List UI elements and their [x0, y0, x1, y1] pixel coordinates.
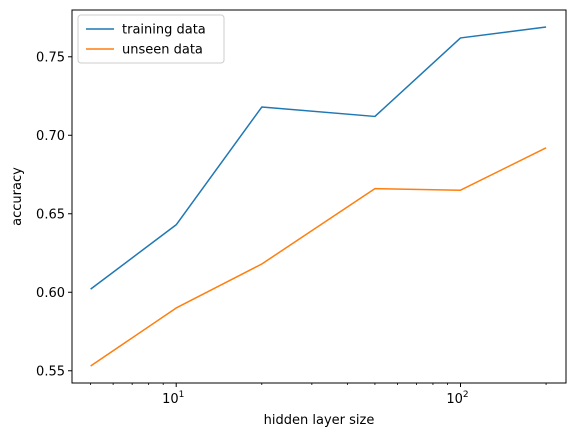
series-line: [90, 147, 547, 367]
y-axis-label: accuracy: [10, 167, 25, 226]
legend-box: [77, 14, 225, 64]
y-tick-label: 0.55: [36, 364, 65, 379]
x-axis-label: hidden layer size: [264, 413, 375, 428]
x-axis-ticks: 101 102: [90, 383, 547, 407]
y-tick-label: 0.70: [36, 129, 65, 144]
legend: training data unseen data: [77, 14, 225, 64]
y-tick-label: 0.65: [36, 207, 65, 222]
legend-label: unseen data: [122, 43, 203, 58]
axes-frame: [71, 9, 567, 384]
y-tick-label: 0.75: [36, 50, 65, 65]
legend-label: training data: [122, 23, 206, 38]
x-tick-label: 102: [446, 390, 468, 407]
y-axis-ticks: 0.55 0.60 0.65 0.70 0.75: [36, 50, 72, 379]
series-line: [90, 26, 547, 290]
series-lines: [90, 26, 547, 367]
x-tick-label: 101: [162, 390, 184, 407]
y-tick-label: 0.60: [36, 286, 65, 301]
